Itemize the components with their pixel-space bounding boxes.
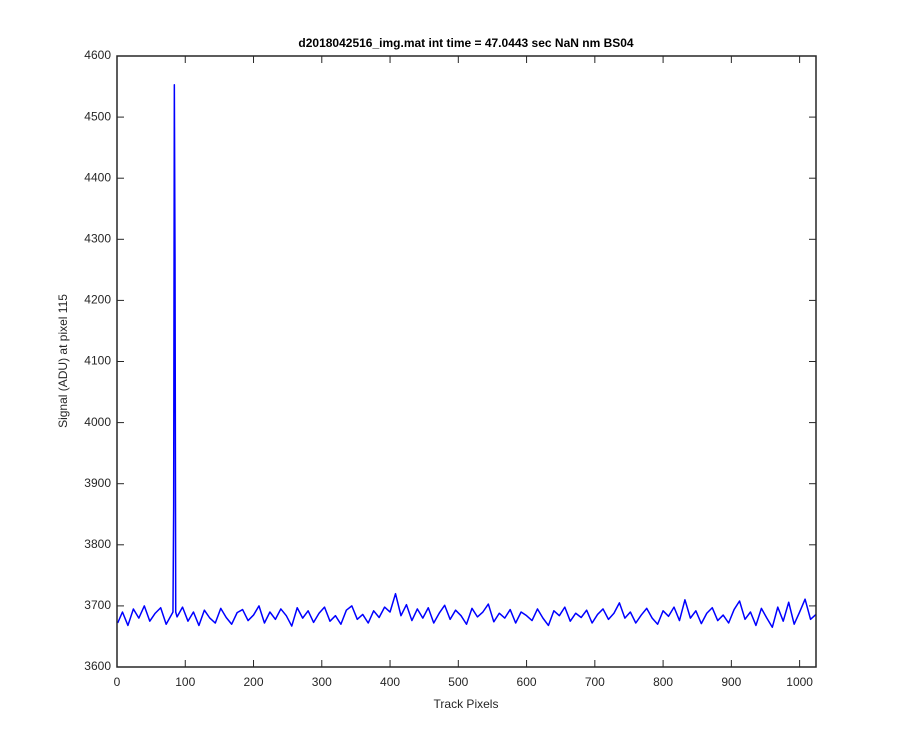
y-tick-label: 3700 — [84, 598, 111, 612]
x-tick-label: 600 — [517, 675, 537, 689]
y-tick-label: 4600 — [84, 48, 111, 62]
x-tick-label: 900 — [721, 675, 741, 689]
y-tick-label: 4400 — [84, 170, 111, 184]
x-tick-label: 200 — [244, 675, 264, 689]
y-tick-label: 3600 — [84, 659, 111, 673]
y-tick-label: 4200 — [84, 293, 111, 307]
x-tick-label: 700 — [585, 675, 605, 689]
x-tick-label: 0 — [114, 675, 121, 689]
y-tick-label: 3900 — [84, 476, 111, 490]
y-axis-label: Signal (ADU) at pixel 115 — [56, 294, 70, 428]
x-tick-label: 1000 — [786, 675, 813, 689]
plot-frame — [116, 55, 817, 668]
x-tick-label: 500 — [448, 675, 468, 689]
x-tick-label: 300 — [312, 675, 332, 689]
x-tick-label: 100 — [175, 675, 195, 689]
chart-title: d2018042516_img.mat int time = 47.0443 s… — [298, 36, 634, 50]
data-line — [116, 83, 817, 629]
x-tick-label: 800 — [653, 675, 673, 689]
y-tick-label: 3800 — [84, 537, 111, 551]
y-tick-label: 4000 — [84, 415, 111, 429]
y-tick-label: 4300 — [84, 231, 111, 245]
y-tick-label: 4500 — [84, 109, 111, 123]
y-tick-label: 4100 — [84, 354, 111, 368]
x-tick-label: 400 — [380, 675, 400, 689]
x-axis-label: Track Pixels — [434, 697, 499, 711]
